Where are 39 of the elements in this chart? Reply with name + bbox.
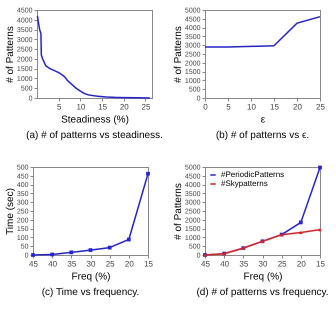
x-tick-label: 35 xyxy=(239,260,249,268)
x-tick-label: 20 xyxy=(124,260,134,268)
x-tick-label: 25 xyxy=(106,260,116,268)
x-tick-label: 15 xyxy=(98,102,108,112)
x-tick-label: 20 xyxy=(293,102,302,112)
x-tick-label: 15 xyxy=(316,260,326,268)
x-tick-label: 30 xyxy=(258,260,268,268)
legend-label: #Skypatterns xyxy=(221,179,268,188)
y-axis-title: # of Patterns xyxy=(172,183,184,240)
x-tick-label: 45 xyxy=(29,260,38,268)
x-tick-label: 0 xyxy=(203,102,208,112)
x-tick-label: 20 xyxy=(120,102,130,112)
y-axis-title: # of Patterns xyxy=(172,26,184,83)
x-tick-label: 15 xyxy=(144,260,154,268)
x-tick-label: 25 xyxy=(142,102,151,112)
text: (a) # of patterns vs steadiness. xyxy=(26,130,163,141)
x-tick-label: 25 xyxy=(316,102,326,112)
x-tick-label: 20 xyxy=(296,260,306,268)
x-tick-label: 45 xyxy=(201,260,210,268)
x-tick-label: 5 xyxy=(56,102,62,112)
y-axis-title: # of Patterns xyxy=(4,26,16,83)
text: (d) # of patterns vs frequency. xyxy=(196,287,329,298)
x-tick-label: 15 xyxy=(270,102,280,112)
x-axis-title: Freq (%) xyxy=(244,272,282,282)
x-tick-label: 30 xyxy=(86,260,96,268)
x-tick-label: 10 xyxy=(76,102,86,112)
x-tick-label: 10 xyxy=(247,102,256,112)
x-axis-title: ε xyxy=(260,114,266,126)
x-axis-title: Steadiness (%) xyxy=(61,114,129,126)
text: (b) # of patterns vs ϵ. xyxy=(216,130,310,141)
x-tick-label: 25 xyxy=(278,260,288,268)
text: (c) Time vs frequency. xyxy=(42,287,140,298)
x-tick-label: 40 xyxy=(220,260,230,268)
x-tick-label: 40 xyxy=(48,260,58,268)
legend-label: #PeriodicPatterns xyxy=(221,170,284,179)
x-tick-label: 5 xyxy=(226,102,232,112)
x-tick-label: 35 xyxy=(67,260,77,268)
x-axis-title: Freq (%) xyxy=(72,272,110,282)
y-axis-title: Time (sec) xyxy=(4,188,16,235)
